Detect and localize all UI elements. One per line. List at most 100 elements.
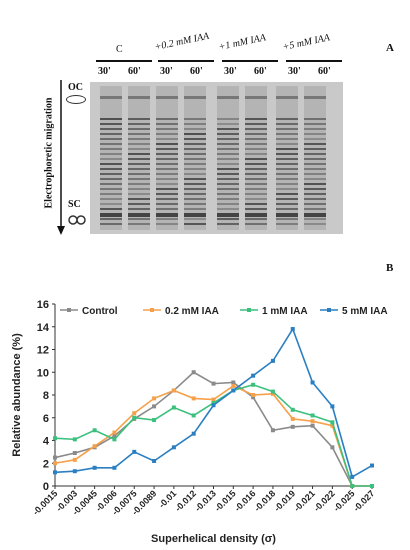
gel-band (184, 128, 206, 130)
gel-band (304, 178, 326, 180)
oc-ring-icon (66, 95, 86, 104)
data-point (290, 416, 295, 421)
gel-oc-band (184, 96, 206, 99)
gel-band (184, 158, 206, 160)
data-point (72, 469, 77, 474)
oc-label: OC (68, 82, 83, 93)
gel-band (128, 193, 150, 195)
data-point (92, 465, 97, 470)
data-point (191, 413, 196, 418)
gel-band (100, 163, 122, 165)
gel-band (184, 123, 206, 125)
time-label-1-0: 30' (160, 66, 173, 77)
gel-band (304, 218, 326, 220)
gel-image (90, 82, 343, 234)
gel-band (245, 198, 267, 200)
gel-band (276, 203, 298, 205)
gel-band (128, 123, 150, 125)
gel-band (276, 208, 298, 210)
gel-band (184, 198, 206, 200)
gel-band (100, 118, 122, 120)
gel-band (245, 143, 267, 145)
gel-band (128, 183, 150, 185)
data-point (211, 397, 216, 402)
gel-band (100, 123, 122, 125)
gel-band (128, 133, 150, 135)
migration-label: Electrophoretic migration (43, 97, 55, 209)
condition-label-3: +5 mM IAA (281, 32, 331, 53)
gel-band (304, 223, 326, 225)
gel-band (276, 118, 298, 120)
gel-band (276, 158, 298, 160)
gel-band (276, 138, 298, 140)
data-point (270, 358, 275, 363)
data-point (191, 431, 196, 436)
gel-band (100, 183, 122, 185)
gel-band (217, 208, 239, 210)
legend-label: 5 mM IAA (342, 306, 388, 317)
data-point (251, 395, 256, 400)
gel-band (184, 138, 206, 140)
gel-band (217, 163, 239, 165)
gel-band (304, 183, 326, 185)
gel-oc-band (156, 96, 178, 99)
gel-band (276, 133, 298, 135)
data-point (211, 400, 216, 405)
gel-band (245, 118, 267, 120)
gel-band (217, 133, 239, 135)
data-point (112, 437, 117, 442)
x-tick-label: -0.013 (193, 488, 218, 513)
gel-band (217, 143, 239, 145)
data-point (112, 433, 117, 438)
gel-band (156, 193, 178, 195)
gel-band (184, 173, 206, 175)
condition-bar-1 (158, 60, 214, 62)
gel-band (184, 118, 206, 120)
data-point (53, 436, 57, 441)
gel-band (100, 223, 122, 225)
sc-label: SC (68, 199, 81, 210)
gel-band (304, 118, 326, 120)
gel-band (276, 148, 298, 150)
x-tick-label: -0.027 (351, 488, 376, 513)
gel-band (217, 148, 239, 150)
gel-band (100, 148, 122, 150)
gel-band (276, 123, 298, 125)
panel-b-letter: B (386, 262, 394, 274)
gel-band (304, 203, 326, 205)
gel-band (245, 133, 267, 135)
time-label-3-0: 30' (288, 66, 301, 77)
data-point (270, 389, 275, 394)
y-tick-label: 0 (43, 481, 49, 493)
data-point (132, 411, 137, 416)
gel-band (304, 158, 326, 160)
gel-band (276, 198, 298, 200)
gel-band (304, 143, 326, 145)
gel-band (304, 173, 326, 175)
condition-bar-2 (222, 60, 278, 62)
gel-band (217, 223, 239, 225)
gel-band (128, 203, 150, 205)
data-point (370, 463, 374, 468)
gel-band (156, 153, 178, 155)
condition-bar-0 (96, 60, 152, 62)
data-point (251, 373, 256, 378)
gel-sc-band (245, 213, 267, 217)
gel-band (156, 133, 178, 135)
gel-band (217, 138, 239, 140)
gel-band (245, 153, 267, 155)
gel-band (156, 158, 178, 160)
data-point (171, 405, 176, 410)
gel-band (304, 163, 326, 165)
condition-label-2: +1 mM IAA (217, 32, 267, 53)
data-point (330, 404, 335, 409)
data-point (370, 484, 374, 488)
gel-band (128, 168, 150, 170)
gel-band (184, 148, 206, 150)
time-label-0-1: 60' (128, 66, 141, 77)
time-label-0-0: 30' (98, 66, 111, 77)
data-point (270, 391, 275, 396)
legend-label: 0.2 mM IAA (165, 306, 219, 317)
x-tick-label: -0.025 (331, 488, 356, 513)
gel-band (156, 218, 178, 220)
